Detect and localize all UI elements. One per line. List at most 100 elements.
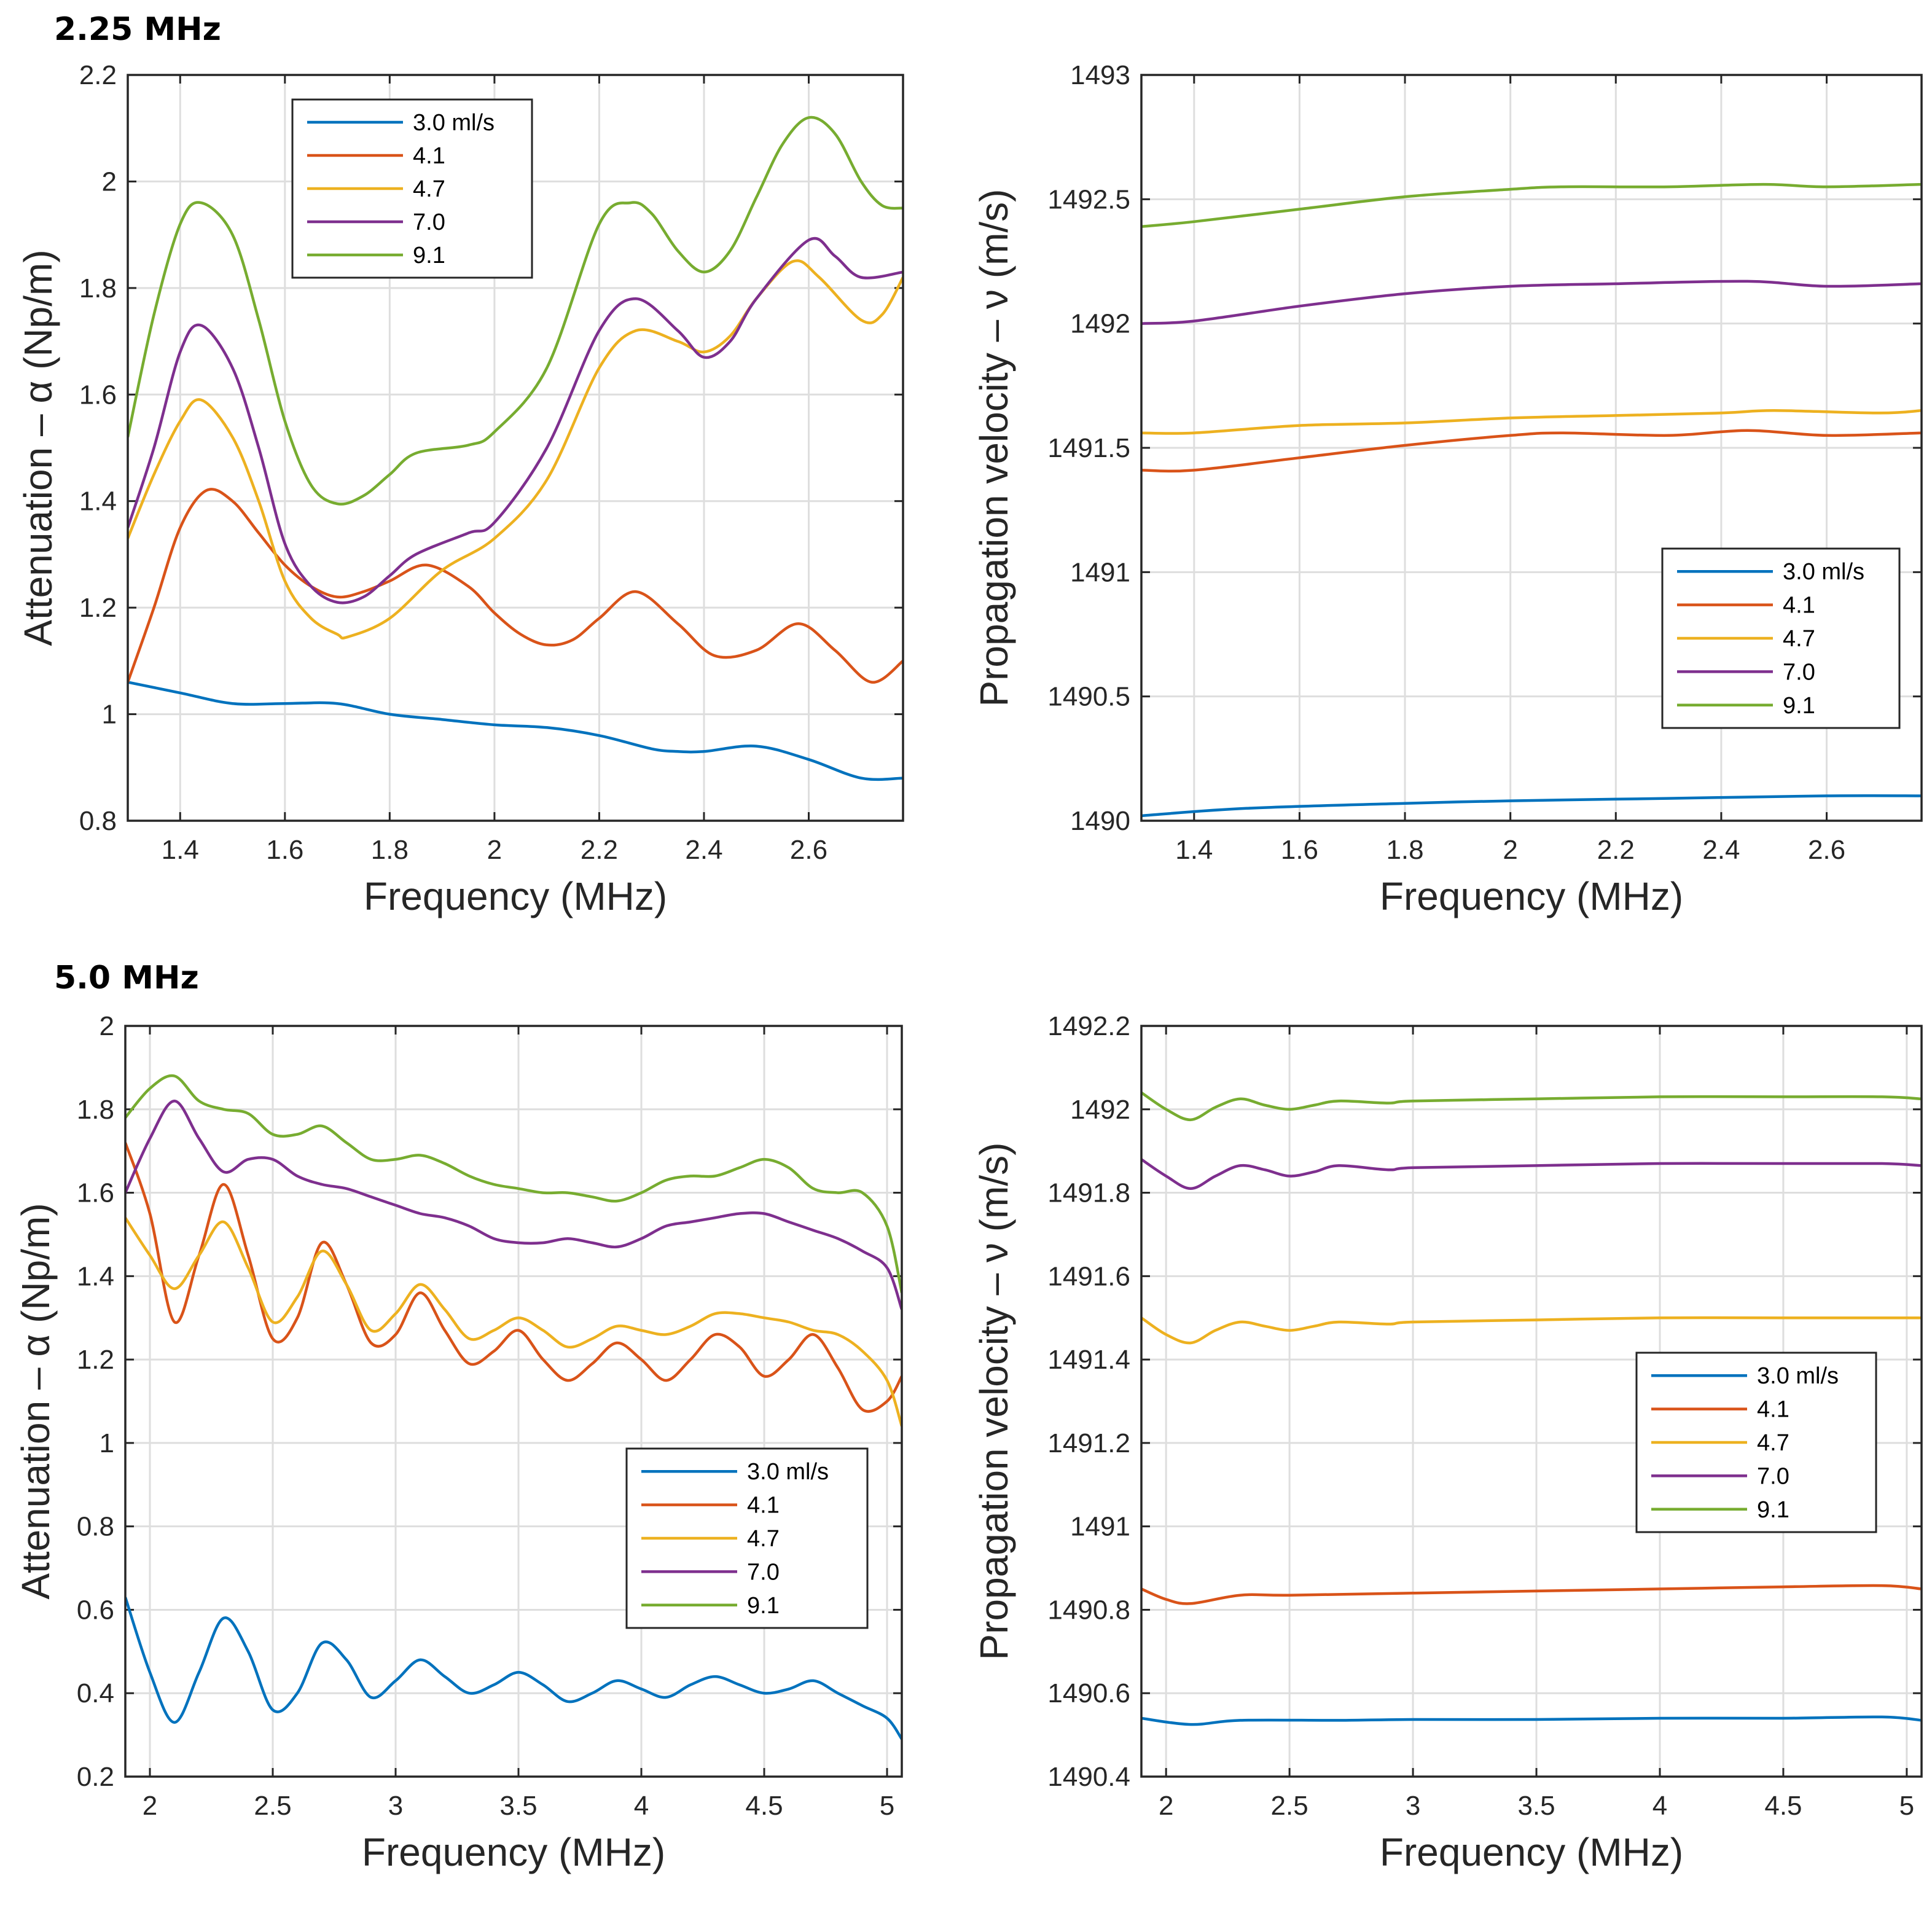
y-tick-label: 1490.4 xyxy=(1047,1762,1130,1792)
x-axis-label: Frequency (MHz) xyxy=(362,1830,665,1874)
series-line-7-0 xyxy=(128,237,903,604)
series-line-4-7 xyxy=(128,259,903,640)
x-tick-label: 2.5 xyxy=(254,1791,291,1821)
legend-label: 4.7 xyxy=(1757,1430,1789,1456)
series-line-7-0 xyxy=(1141,1158,1922,1191)
y-tick-label: 1.2 xyxy=(77,1345,114,1375)
y-tick-label: 1.4 xyxy=(79,487,117,517)
y-tick-label: 0.8 xyxy=(79,806,117,836)
chart-vel-50: 2 2.5 3 3.5 4 4.5 5 1490.4 1490.6 1490.8 1491 1491.… xyxy=(972,1011,1923,1874)
x-tick-label: 1.4 xyxy=(162,835,199,865)
x-tick-label: 2 xyxy=(1503,835,1517,865)
y-tick-label: 1491.8 xyxy=(1047,1178,1130,1208)
x-tick-label: 3 xyxy=(388,1791,403,1821)
axes-box xyxy=(127,74,904,822)
legend-label: 4.7 xyxy=(1783,626,1815,652)
series-line-4-7 xyxy=(125,1217,902,1427)
chart-att-50: 2 2.5 3 3.5 4 4.5 5 0.2 0.4 0.6 0.8 1 1.2 1.4 1.6 1.8 2 F… xyxy=(14,1011,903,1874)
chart-att-225: 1.4 1.6 1.8 2 2.2 2.4 2.6 0.8 1 1.2 1.4 1.6 1.8 2 2.2 F… xyxy=(16,60,904,918)
x-tick-label: 2.2 xyxy=(1597,835,1635,865)
y-tick-label: 0.8 xyxy=(77,1512,114,1542)
series-line-4-1 xyxy=(1141,429,1922,473)
y-tick-label: 0.4 xyxy=(77,1678,114,1708)
series-line-9-1 xyxy=(1141,182,1922,229)
legend-label: 3.0 ml/s xyxy=(413,110,495,136)
legend-label: 7.0 xyxy=(1783,659,1815,685)
series-line-4-7 xyxy=(1141,1316,1922,1345)
x-axis-label: Frequency (MHz) xyxy=(1380,874,1683,918)
x-tick-label: 4 xyxy=(634,1791,649,1821)
x-axis-label: Frequency (MHz) xyxy=(1380,1830,1683,1874)
x-tick-label: 1.6 xyxy=(266,835,303,865)
y-tick-label: 1.2 xyxy=(79,593,117,623)
legend: 3.0 ml/s 4.1 4.7 7.0 9.1 xyxy=(1661,547,1901,729)
x-tick-label: 1.4 xyxy=(1175,835,1213,865)
chart-vel-225: 1.4 1.6 1.8 2 2.2 2.4 2.6 1490 1490.5 1491 1491.5 1… xyxy=(972,60,1923,918)
legend-label: 9.1 xyxy=(1757,1497,1789,1523)
y-tick-label: 1491.4 xyxy=(1047,1345,1130,1375)
y-tick-label: 0.6 xyxy=(77,1595,114,1625)
y-tick-label: 1490 xyxy=(1070,806,1130,836)
axes-box xyxy=(124,1025,903,1778)
y-tick-label: 1491 xyxy=(1070,1512,1130,1542)
y-tick-label: 1.6 xyxy=(79,380,117,410)
legend-label: 7.0 xyxy=(747,1559,780,1585)
section-label-2-25mhz: 2.25 MHz xyxy=(54,11,221,48)
x-tick-label: 5 xyxy=(880,1791,894,1821)
y-tick-label: 1492 xyxy=(1070,1095,1130,1125)
x-tick-label: 4.5 xyxy=(1764,1791,1802,1821)
legend-label: 7.0 xyxy=(413,209,445,235)
legend-label: 4.1 xyxy=(1783,593,1815,619)
legend-label: 7.0 xyxy=(1757,1463,1789,1489)
y-tick-label: 1.4 xyxy=(77,1261,114,1291)
series-line-3-0-ml-s xyxy=(125,1597,902,1740)
x-tick-label: 2.2 xyxy=(581,835,618,865)
y-tick-label: 1492.5 xyxy=(1047,184,1130,214)
legend-label: 4.1 xyxy=(1757,1397,1789,1423)
series-line-9-1 xyxy=(1141,1091,1922,1122)
y-tick-label: 0.2 xyxy=(77,1762,114,1792)
legend-label: 4.7 xyxy=(747,1526,780,1552)
x-tick-label: 1.8 xyxy=(371,835,409,865)
y-tick-label: 1490.5 xyxy=(1047,682,1130,712)
x-tick-label: 4.5 xyxy=(745,1791,783,1821)
x-tick-label: 2.4 xyxy=(685,835,722,865)
legend: 3.0 ml/s 4.1 4.7 7.0 9.1 xyxy=(291,98,533,279)
plot-area xyxy=(125,1026,902,1777)
series-line-3-0-ml-s xyxy=(1141,1715,1922,1726)
y-tick-label: 1.6 xyxy=(77,1178,114,1208)
series-line-4-1 xyxy=(125,1142,902,1413)
legend-label: 4.7 xyxy=(413,176,445,202)
x-tick-label: 3.5 xyxy=(499,1791,537,1821)
series-line-4-1 xyxy=(128,488,903,684)
y-tick-label: 1490.6 xyxy=(1047,1678,1130,1708)
series-line-7-0 xyxy=(1141,280,1922,325)
legend-label: 3.0 ml/s xyxy=(747,1459,829,1485)
x-tick-label: 4 xyxy=(1652,1791,1667,1821)
axes-box xyxy=(1140,1025,1923,1778)
series-line-4-1 xyxy=(1141,1584,1922,1605)
y-tick-label: 1493 xyxy=(1070,60,1130,90)
series-group xyxy=(128,115,903,781)
y-axis-label: Attenuation – α (Np/m) xyxy=(16,249,60,646)
series-line-4-7 xyxy=(1141,409,1922,435)
legend-label: 9.1 xyxy=(413,243,445,268)
y-tick-label: 1.8 xyxy=(79,273,117,303)
x-tick-label: 5 xyxy=(1899,1791,1914,1821)
series-line-9-1 xyxy=(125,1074,902,1293)
y-tick-label: 1491.6 xyxy=(1047,1261,1130,1291)
x-tick-label: 2.6 xyxy=(1808,835,1845,865)
y-tick-label: 1491.5 xyxy=(1047,433,1130,463)
legend: 3.0 ml/s 4.1 4.7 7.0 9.1 xyxy=(625,1447,869,1629)
y-tick-label: 1490.8 xyxy=(1047,1595,1130,1625)
y-tick-label: 1.8 xyxy=(77,1095,114,1125)
series-group xyxy=(1141,182,1922,818)
y-tick-label: 1491 xyxy=(1070,557,1130,587)
y-axis-label: Attenuation – α (Np/m) xyxy=(14,1203,58,1599)
x-tick-label: 2 xyxy=(1159,1791,1173,1821)
x-tick-label: 2.6 xyxy=(790,835,827,865)
series-line-3-0-ml-s xyxy=(128,681,903,781)
series-line-9-1 xyxy=(128,115,903,506)
y-tick-label: 2 xyxy=(100,1011,114,1041)
